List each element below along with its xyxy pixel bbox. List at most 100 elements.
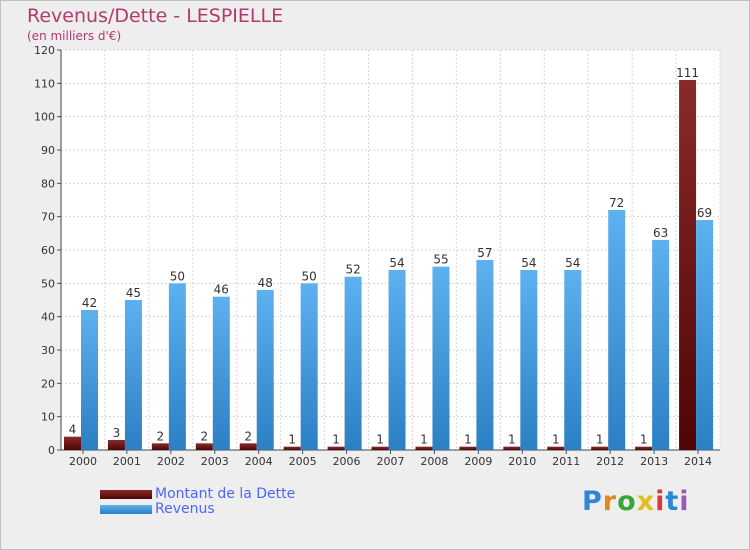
data-label-revenus: 42 <box>82 296 97 310</box>
data-label-dette: 1 <box>596 433 604 447</box>
y-tick-label: 0 <box>48 444 55 457</box>
x-tick-label: 2002 <box>157 455 185 468</box>
legend-swatch-dette <box>100 490 152 499</box>
data-label-revenus: 57 <box>477 246 492 260</box>
bar-revenus-2008 <box>432 266 450 450</box>
bar-revenus-2002 <box>168 283 186 450</box>
data-label-dette: 1 <box>420 433 428 447</box>
data-label-dette: 1 <box>288 433 296 447</box>
data-label-revenus: 54 <box>389 256 404 270</box>
bar-dette-2014 <box>679 80 697 450</box>
bar-dette-2003 <box>195 443 213 450</box>
x-tick-label: 2011 <box>552 455 580 468</box>
x-tick-label: 2006 <box>333 455 361 468</box>
data-label-revenus: 48 <box>258 276 273 290</box>
data-label-revenus: 69 <box>697 206 712 220</box>
y-tick-label: 120 <box>34 44 55 57</box>
data-label-dette: 111 <box>676 66 699 80</box>
bar-revenus-2003 <box>212 296 230 450</box>
y-tick-label: 110 <box>34 77 55 90</box>
x-tick-label: 2001 <box>113 455 141 468</box>
data-labels: 4 42 3 45 2 50 2 46 2 48 1 50 1 52 1 54 1 55 1 57 1 54 1 54 1 72 1… <box>69 66 713 447</box>
x-tick-label: 2008 <box>420 455 448 468</box>
bar-dette-2002 <box>151 443 169 450</box>
data-label-revenus: 54 <box>565 256 580 270</box>
chart-subtitle: (en milliers d'€) <box>27 29 122 43</box>
bar-dette-2001 <box>107 440 125 450</box>
logo-letter: P <box>582 486 603 517</box>
x-tick-label: 2009 <box>464 455 492 468</box>
bar-revenus-2014 <box>696 220 714 450</box>
data-label-dette: 2 <box>200 429 208 443</box>
x-tick-label: 2003 <box>201 455 229 468</box>
bar-dette-2012 <box>591 446 609 450</box>
logo-letter: t <box>665 486 680 517</box>
x-tick-label: 2013 <box>640 455 668 468</box>
data-label-dette: 1 <box>332 433 340 447</box>
y-tick-label: 10 <box>41 411 55 424</box>
x-tick-label: 2005 <box>289 455 317 468</box>
x-tick-label: 2007 <box>377 455 405 468</box>
bars <box>64 80 714 450</box>
bar-dette-2008 <box>415 446 433 450</box>
y-tick-label: 80 <box>41 177 55 190</box>
data-label-revenus: 52 <box>345 263 360 277</box>
data-label-revenus: 63 <box>653 226 668 240</box>
data-label-revenus: 50 <box>302 269 317 283</box>
data-label-revenus: 45 <box>126 286 141 300</box>
bar-revenus-2006 <box>344 276 362 450</box>
legend-label-dette: Montant de la Dette <box>155 486 296 502</box>
logo-letter: o <box>617 486 637 517</box>
bar-dette-2000 <box>64 436 81 450</box>
bar-revenus-2012 <box>608 210 626 450</box>
data-label-dette: 1 <box>376 433 384 447</box>
data-label-revenus: 50 <box>170 269 185 283</box>
data-label-dette: 4 <box>69 423 77 437</box>
data-label-dette: 1 <box>640 433 648 447</box>
legend-swatch-revenus <box>100 505 152 514</box>
x-tick-label: 2012 <box>596 455 624 468</box>
bar-dette-2010 <box>503 446 521 450</box>
data-label-revenus: 54 <box>521 256 536 270</box>
y-tick-label: 40 <box>41 311 55 324</box>
data-label-dette: 2 <box>157 429 165 443</box>
bar-dette-2005 <box>283 446 301 450</box>
data-label-dette: 1 <box>552 433 560 447</box>
legend-label-revenus: Revenus <box>155 501 215 517</box>
logo-letter: x <box>636 486 656 517</box>
data-label-revenus: 46 <box>214 283 229 297</box>
bar-revenus-2001 <box>124 300 142 450</box>
data-label-dette: 1 <box>508 433 516 447</box>
bar-revenus-2004 <box>256 290 274 450</box>
x-tick-label: 2014 <box>684 455 712 468</box>
bar-revenus-2007 <box>388 270 406 450</box>
logo-letter: i <box>679 486 690 517</box>
data-label-revenus: 55 <box>433 253 448 267</box>
bar-dette-2006 <box>327 446 345 450</box>
y-tick-label: 100 <box>34 111 55 124</box>
y-tick-label: 50 <box>41 277 55 290</box>
bar-dette-2011 <box>547 446 565 450</box>
data-label-dette: 1 <box>464 433 472 447</box>
bar-revenus-2000 <box>81 310 98 450</box>
bar-dette-2013 <box>635 446 653 450</box>
y-tick-label: 60 <box>41 244 55 257</box>
bar-revenus-2011 <box>564 270 582 450</box>
data-label-revenus: 72 <box>609 196 624 210</box>
y-tick-label: 20 <box>41 377 55 390</box>
x-tick-label: 2000 <box>69 455 97 468</box>
x-tick-label: 2004 <box>245 455 273 468</box>
y-tick-label: 90 <box>41 144 55 157</box>
bar-dette-2004 <box>239 443 257 450</box>
data-label-dette: 3 <box>113 426 121 440</box>
bar-dette-2009 <box>459 446 477 450</box>
bar-revenus-2009 <box>476 260 494 450</box>
bar-dette-2007 <box>371 446 389 450</box>
bar-revenus-2013 <box>652 240 670 450</box>
bar-revenus-2005 <box>300 283 318 450</box>
bar-revenus-2010 <box>520 270 538 450</box>
chart-title: Revenus/Dette - LESPIELLE <box>27 5 284 27</box>
logo-letter: i <box>655 486 666 517</box>
axes: 0 10 20 30 40 50 60 70 80 90 100 110 120 2000 2001 2002… <box>34 44 720 468</box>
